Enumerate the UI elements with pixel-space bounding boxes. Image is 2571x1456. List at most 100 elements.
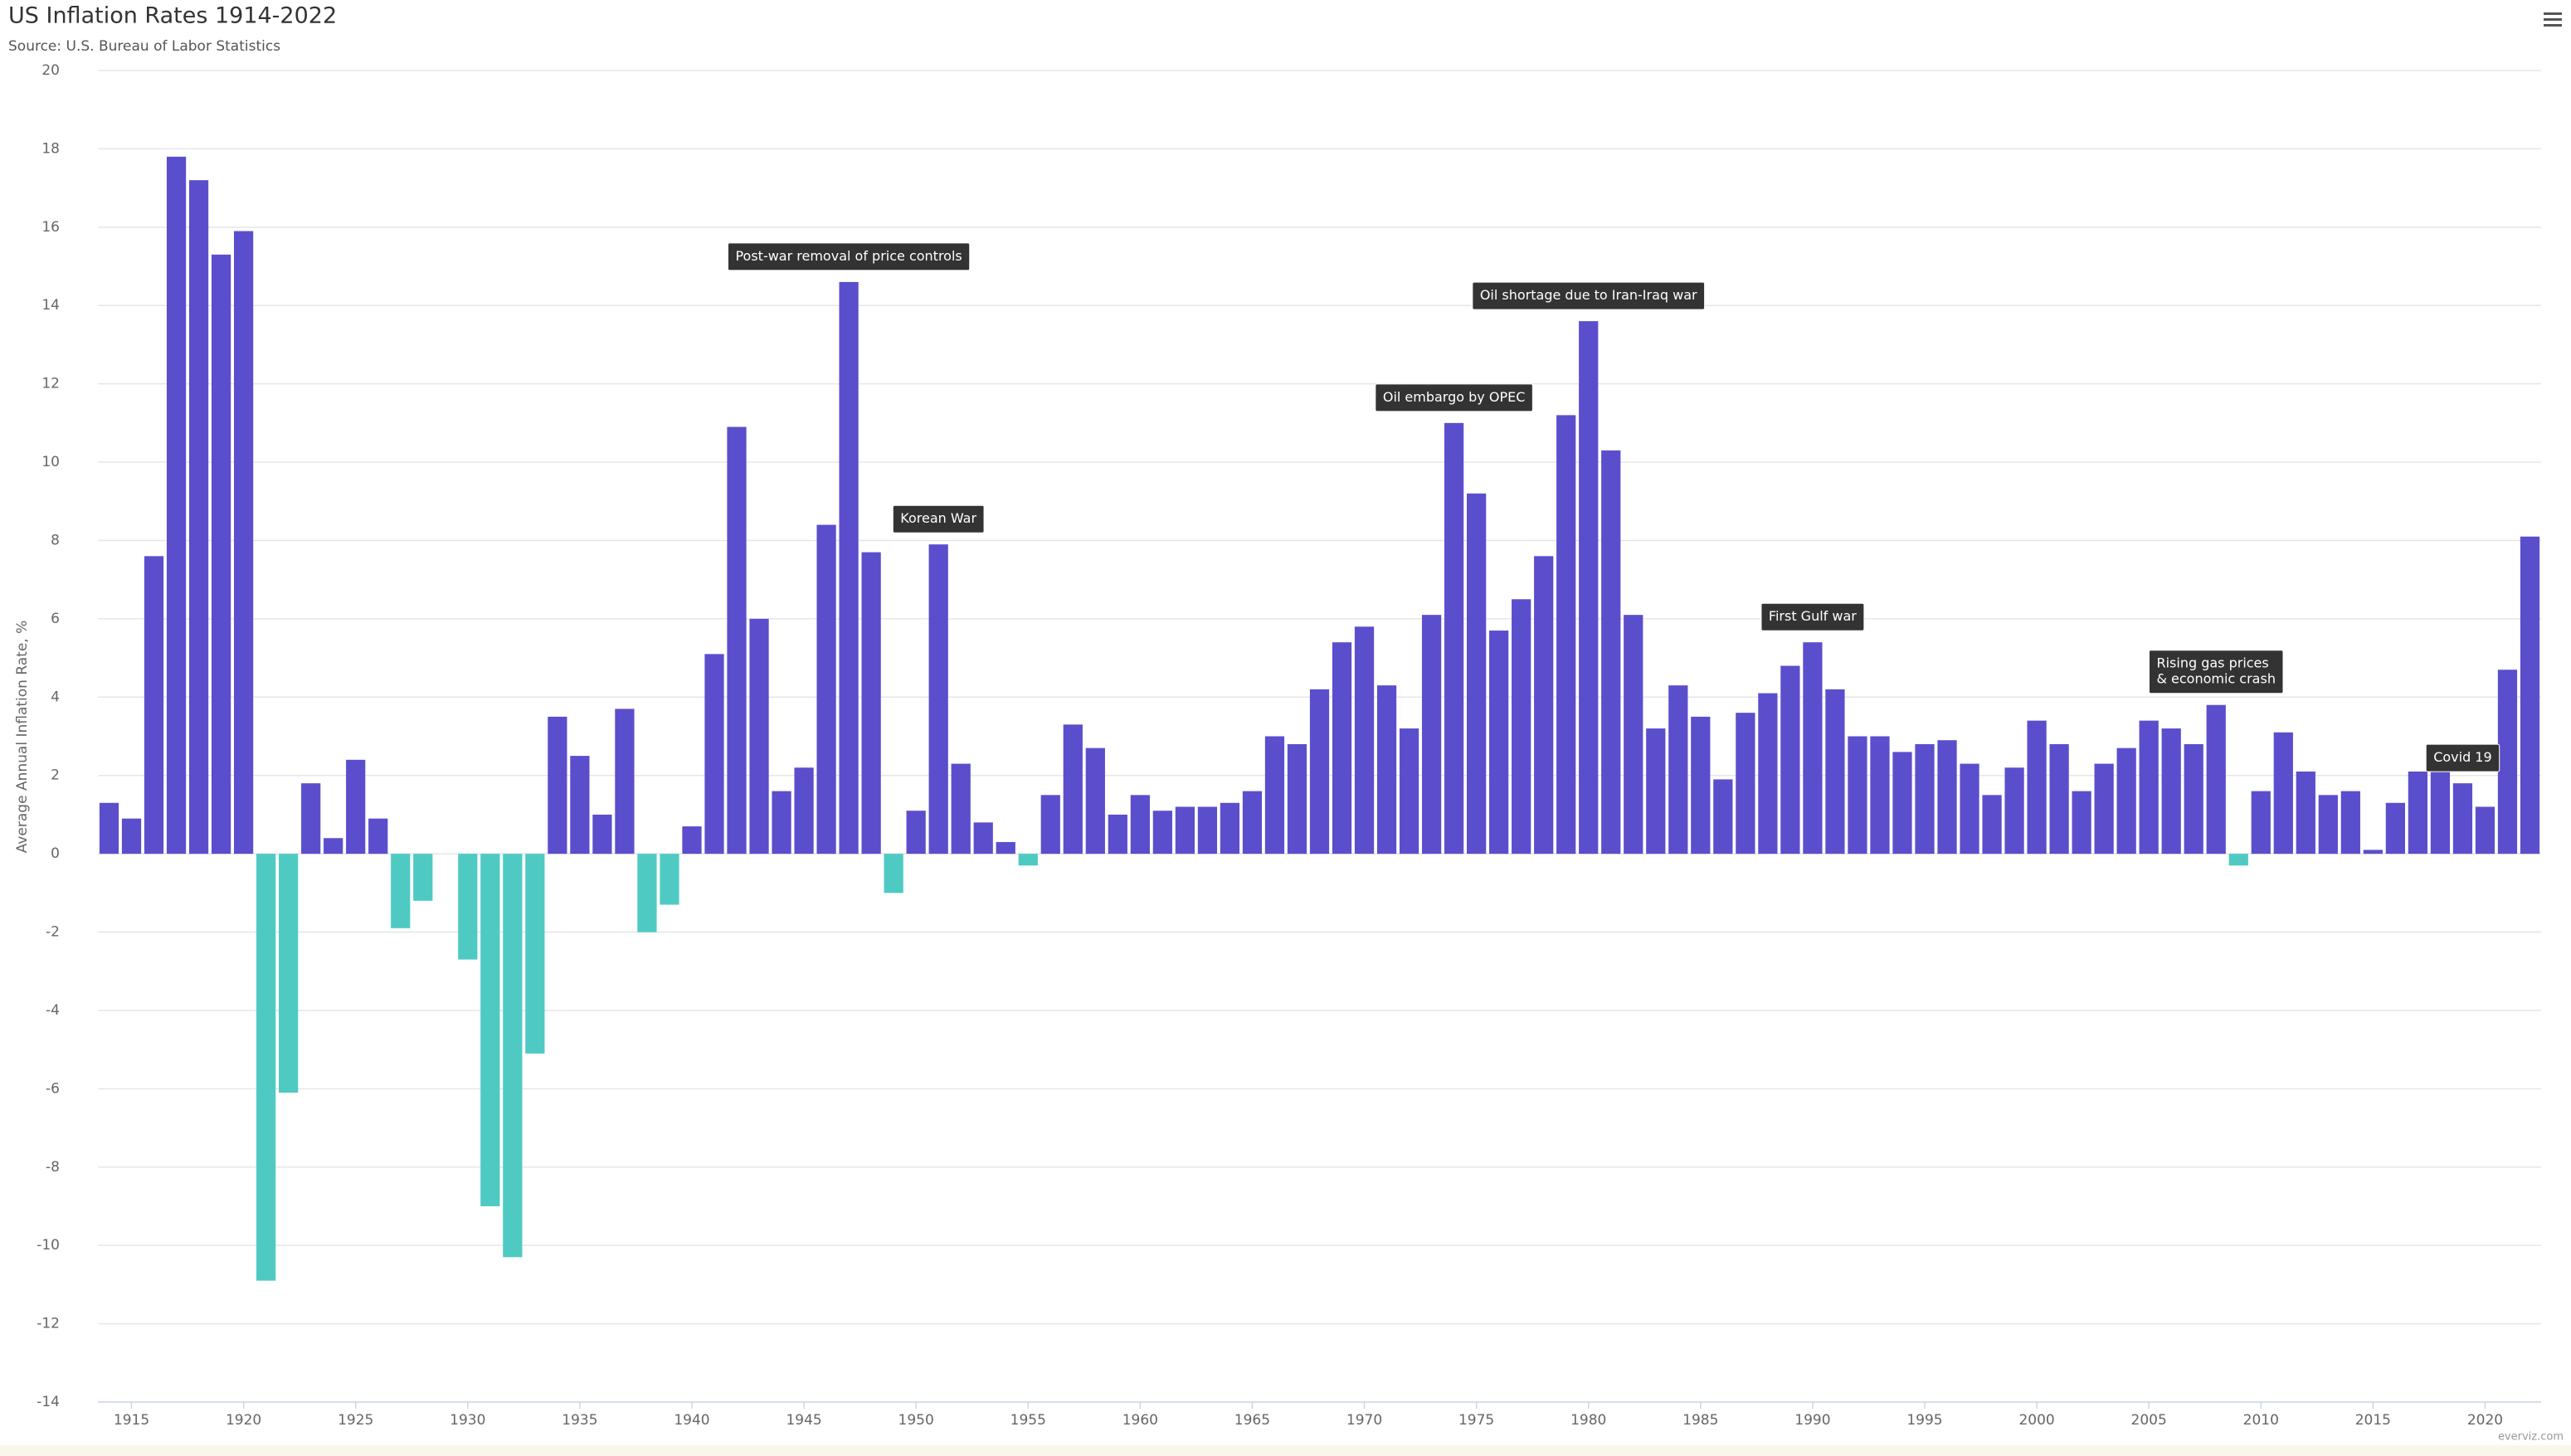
chart-title: US Inflation Rates 1914-2022: [8, 3, 337, 29]
bar: [2520, 536, 2540, 855]
annotation: Rising gas prices& economic crash: [2148, 650, 2284, 694]
bar: [906, 811, 926, 855]
bar: [1197, 806, 1218, 855]
bar: [99, 802, 119, 855]
bar: [548, 716, 567, 855]
bar: [1534, 556, 1554, 855]
y-tick-label: 18: [41, 140, 60, 157]
bar: [2004, 767, 2024, 855]
bar: [1152, 811, 1172, 855]
annotation-text: Covid 19: [2433, 749, 2491, 765]
bar: [346, 759, 366, 855]
bar: [413, 854, 433, 901]
bar: [749, 618, 769, 855]
annotation: First Gulf war: [1760, 602, 1865, 631]
x-tick-label: 1990: [1794, 1412, 1830, 1429]
x-tick-label: 2000: [2018, 1412, 2054, 1429]
bar: [1713, 779, 1733, 855]
bar: [1668, 685, 1688, 855]
bar: [391, 854, 411, 928]
bar: [1892, 752, 1912, 855]
bar: [1063, 724, 1083, 855]
annotation-text: Oil embargo by OPEC: [1383, 389, 1526, 405]
bar: [1960, 763, 1979, 855]
x-tick-label: 1945: [786, 1412, 821, 1429]
bar: [772, 791, 791, 855]
annotation-text: Rising gas prices: [2156, 655, 2268, 671]
bar: [2184, 743, 2203, 855]
bar: [1489, 631, 1509, 855]
annotation-box: [1760, 602, 1865, 631]
x-tick-label: 2010: [2243, 1412, 2279, 1429]
x-tick-label: 1970: [1346, 1412, 1382, 1429]
bar: [188, 180, 209, 855]
annotation-box: [892, 504, 985, 533]
bar: [1579, 321, 1599, 855]
bar: [2318, 795, 2338, 855]
footer-strip: [0, 1445, 2571, 1456]
bar: [1332, 642, 1352, 855]
bar: [1399, 728, 1419, 855]
bar: [727, 426, 747, 855]
y-tick-label: -8: [46, 1159, 60, 1176]
bar: [1309, 689, 1330, 855]
bar: [1108, 814, 1127, 855]
y-tick-label: 14: [41, 297, 60, 314]
y-tick-label: 12: [41, 376, 60, 392]
bar: [1937, 740, 1957, 855]
bar: [2497, 670, 2518, 855]
bar: [1444, 422, 1464, 855]
y-tick-label: -2: [46, 924, 60, 941]
bar: [637, 854, 657, 933]
x-tick-label: 1915: [114, 1412, 149, 1429]
y-tick-label: 4: [51, 689, 60, 705]
bar: [2072, 791, 2091, 855]
bar: [2206, 704, 2226, 855]
bar: [2340, 791, 2360, 855]
annotation-text: Oil shortage due to Iran-Iraq war: [1480, 287, 1697, 303]
bar: [2430, 771, 2451, 855]
x-tick-label: 2020: [2467, 1412, 2503, 1429]
bar: [1646, 728, 1666, 855]
bar: [1848, 736, 1867, 855]
x-tick-label: 1940: [674, 1412, 709, 1429]
bar: [144, 556, 164, 855]
bar: [973, 822, 993, 855]
bar: [1512, 599, 1531, 855]
bar: [861, 552, 881, 855]
bar: [1915, 743, 1935, 855]
y-tick-label: -14: [37, 1394, 60, 1410]
bar: [1242, 791, 1263, 855]
annotation: Covid 19: [2425, 743, 2500, 772]
bar: [301, 783, 321, 855]
bar: [704, 654, 724, 855]
bar: [951, 763, 971, 855]
annotation-box: [727, 242, 971, 271]
bar: [1018, 854, 1038, 866]
y-tick-label: -10: [37, 1237, 60, 1254]
x-tick-label: 1960: [1122, 1412, 1158, 1429]
bar: [1175, 806, 1195, 855]
annotation-box: [2425, 743, 2500, 772]
bar: [615, 709, 635, 855]
menu-button[interactable]: [2540, 7, 2565, 32]
x-tick-label: 2015: [2355, 1412, 2391, 1429]
bar: [1803, 642, 1823, 855]
bar: [368, 818, 388, 855]
bar: [996, 841, 1015, 855]
bar: [121, 818, 142, 855]
bar: [211, 254, 231, 855]
y-tick-label: 10: [41, 454, 60, 470]
bar: [503, 854, 523, 1258]
bar: [166, 156, 187, 855]
annotation-box: [1375, 383, 1533, 412]
bar: [660, 854, 679, 905]
y-tick-label: 20: [41, 62, 60, 79]
annotation: Oil shortage due to Iran-Iraq war: [1472, 281, 1706, 310]
bar: [884, 854, 903, 894]
annotation-text: Korean War: [900, 510, 976, 526]
y-tick-label: -6: [46, 1080, 60, 1097]
bar: [2228, 854, 2248, 866]
bar: [1220, 802, 1240, 855]
